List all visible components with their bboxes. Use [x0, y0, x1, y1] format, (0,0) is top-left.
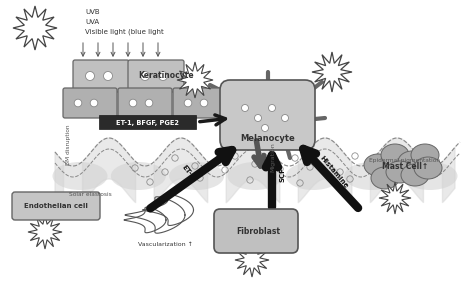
Circle shape	[200, 99, 208, 107]
Text: Melanocyte: Melanocyte	[241, 133, 295, 143]
Ellipse shape	[411, 144, 439, 166]
Ellipse shape	[364, 154, 392, 176]
Polygon shape	[312, 52, 352, 92]
Text: Migration: Migration	[270, 142, 275, 172]
FancyBboxPatch shape	[214, 209, 298, 253]
Text: SCF: SCF	[280, 168, 286, 182]
Ellipse shape	[402, 162, 457, 190]
Circle shape	[282, 114, 289, 122]
Text: Mast Cell↑: Mast Cell↑	[382, 162, 428, 170]
Circle shape	[268, 105, 275, 112]
FancyBboxPatch shape	[118, 88, 172, 118]
FancyBboxPatch shape	[73, 60, 129, 92]
Polygon shape	[379, 182, 411, 214]
Ellipse shape	[386, 161, 414, 183]
FancyBboxPatch shape	[173, 88, 227, 118]
Text: Epidermal pigmentation: Epidermal pigmentation	[370, 158, 440, 162]
Ellipse shape	[111, 162, 166, 190]
Ellipse shape	[414, 157, 442, 179]
Ellipse shape	[286, 162, 341, 190]
Circle shape	[255, 114, 262, 122]
FancyBboxPatch shape	[63, 88, 117, 118]
Ellipse shape	[371, 167, 399, 189]
Ellipse shape	[401, 164, 429, 186]
Circle shape	[85, 72, 94, 80]
Circle shape	[74, 99, 82, 107]
Circle shape	[158, 72, 167, 80]
Text: Vascularization ↑: Vascularization ↑	[137, 243, 192, 247]
Text: Fibroblast: Fibroblast	[236, 227, 280, 237]
Text: Histamine: Histamine	[319, 155, 349, 189]
Text: UVA: UVA	[85, 19, 99, 25]
Text: BM disruption: BM disruption	[65, 125, 71, 165]
Polygon shape	[235, 243, 269, 277]
Ellipse shape	[381, 144, 409, 166]
Circle shape	[103, 72, 112, 80]
Text: Solar elastosis: Solar elastosis	[69, 193, 111, 197]
Text: Keratinocyte: Keratinocyte	[138, 70, 194, 80]
Ellipse shape	[344, 162, 399, 190]
Circle shape	[129, 99, 137, 107]
Text: ET-1: ET-1	[181, 164, 195, 180]
Text: ET-1, BFGF, PGE2: ET-1, BFGF, PGE2	[117, 120, 180, 126]
Circle shape	[90, 99, 98, 107]
Ellipse shape	[53, 162, 108, 190]
Ellipse shape	[228, 162, 283, 190]
FancyBboxPatch shape	[99, 115, 196, 129]
Circle shape	[140, 72, 149, 80]
Ellipse shape	[169, 162, 224, 190]
Circle shape	[145, 99, 153, 107]
Polygon shape	[28, 215, 62, 249]
FancyBboxPatch shape	[128, 60, 184, 92]
Circle shape	[184, 99, 192, 107]
FancyBboxPatch shape	[220, 80, 315, 150]
Polygon shape	[177, 62, 213, 98]
Text: UVB: UVB	[85, 9, 100, 15]
FancyBboxPatch shape	[12, 192, 100, 220]
Ellipse shape	[398, 151, 426, 173]
Polygon shape	[13, 6, 57, 50]
Text: Visible light (blue light: Visible light (blue light	[85, 29, 164, 35]
Circle shape	[262, 124, 268, 131]
Text: Endothelian cell: Endothelian cell	[24, 203, 88, 209]
Circle shape	[241, 105, 248, 112]
